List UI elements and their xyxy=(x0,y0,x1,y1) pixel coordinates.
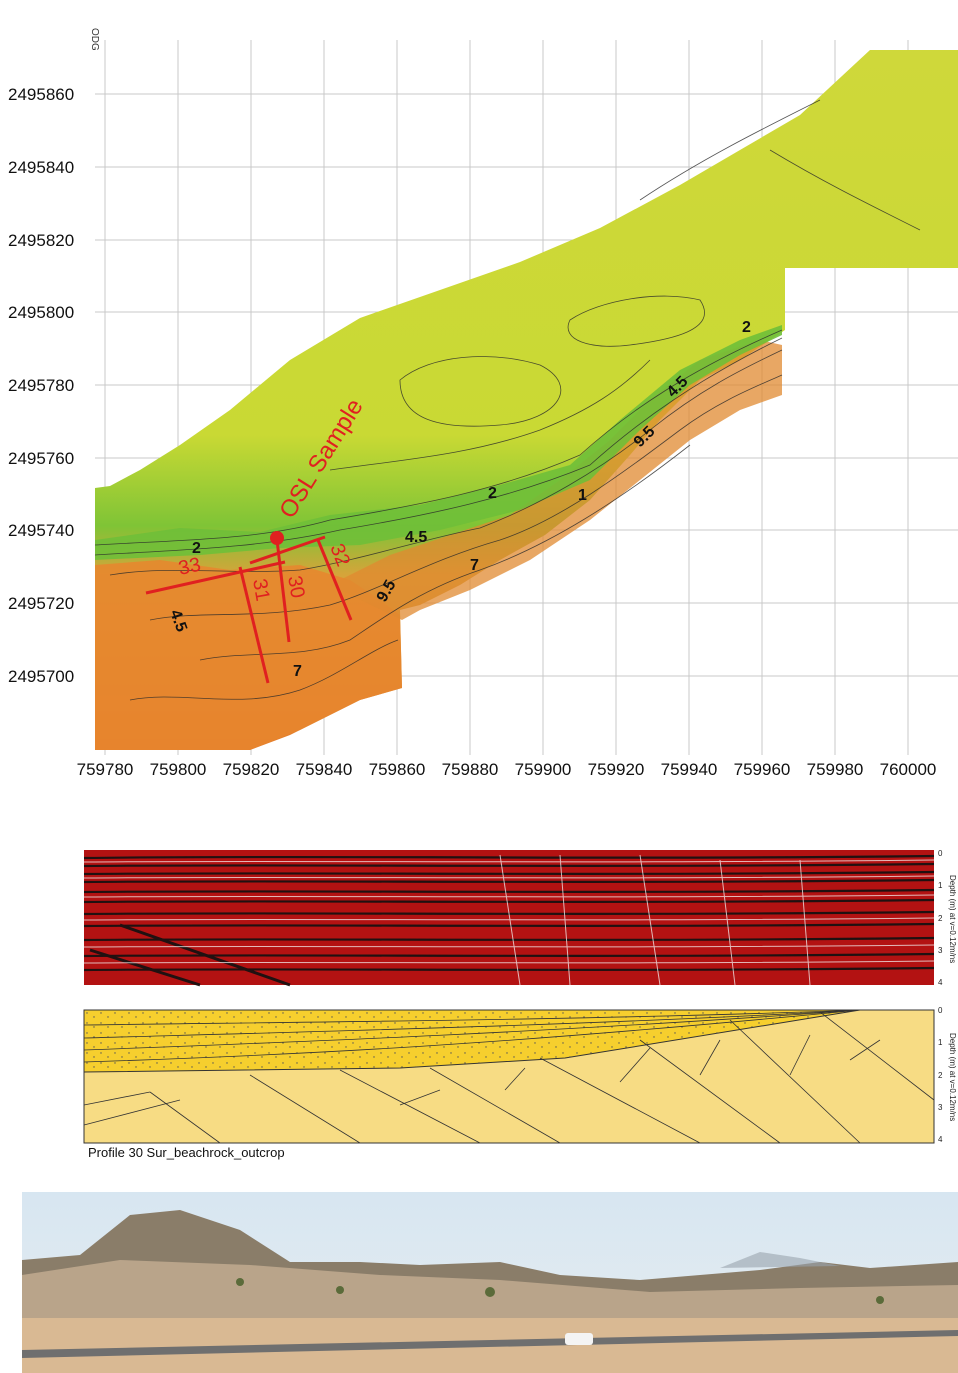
contour-label: 7 xyxy=(470,557,479,574)
profile-line-32 xyxy=(316,539,353,621)
x-tick: 759840 xyxy=(296,760,353,779)
depth-tick: 4 xyxy=(938,1135,943,1144)
profile-line-connector xyxy=(249,535,326,565)
profile-line-31 xyxy=(238,566,270,684)
depth-tick: 1 xyxy=(938,1038,943,1047)
interpretation-depth-axis: 0 1 2 3 4 Depth (m) at v=0.12m/ns xyxy=(938,1006,957,1144)
y-tick: 2495720 xyxy=(8,594,74,613)
depth-tick: 0 xyxy=(938,849,943,858)
contour-label: 4.5 xyxy=(405,529,427,546)
contour-label: 2 xyxy=(742,319,751,336)
radargram-depth-axis: 0 1 2 3 4 Depth (m) at v=0.12m/ns xyxy=(938,849,957,987)
x-tick: 759920 xyxy=(588,760,645,779)
y-axis: 2495860 2495840 2495820 2495800 2495780 … xyxy=(8,85,74,686)
x-tick: 759800 xyxy=(150,760,207,779)
x-tick: 759900 xyxy=(515,760,572,779)
y-tick: 2495740 xyxy=(8,521,74,540)
survey-surface xyxy=(94,50,958,750)
profile-lines xyxy=(145,535,353,684)
depth-tick: 4 xyxy=(938,978,943,987)
contour-label: 7 xyxy=(293,663,302,680)
profile-caption: Profile 30 Sur_beachrock_outcrop xyxy=(88,1145,285,1160)
contour-label: 2 xyxy=(488,485,497,502)
depth-axis-label: Depth (m) at v=0.12m/ns xyxy=(948,1033,957,1121)
contour-label: 4.5 xyxy=(166,608,190,635)
profile-label: 30 xyxy=(283,574,309,600)
radargram-image xyxy=(84,850,934,985)
y-tick: 2495760 xyxy=(8,449,74,468)
depth-tick: 3 xyxy=(938,946,943,955)
interpretation-panel: 0 1 2 3 4 Depth (m) at v=0.12m/ns Profil… xyxy=(83,1006,957,1160)
depth-tick: 2 xyxy=(938,1071,943,1080)
x-tick: 760000 xyxy=(880,760,937,779)
map-panel: ODG xyxy=(8,28,958,779)
x-tick: 759880 xyxy=(442,760,499,779)
outcrop-photo xyxy=(22,1192,958,1373)
y-tick: 2495820 xyxy=(8,231,74,250)
depth-tick: 2 xyxy=(938,914,943,923)
depth-tick: 3 xyxy=(938,1103,943,1112)
profile-label: 33 xyxy=(176,554,202,580)
x-tick: 759780 xyxy=(77,760,134,779)
north-arrow-icon: ODG xyxy=(89,28,100,51)
profile-line-33 xyxy=(145,560,286,595)
depth-tick: 0 xyxy=(938,1006,943,1015)
contour-label: 2 xyxy=(192,540,201,557)
y-tick: 2495800 xyxy=(8,303,74,322)
depth-axis-label: Depth (m) at v=0.12m/ns xyxy=(948,875,957,963)
x-axis: 759780 759800 759820 759840 759860 75988… xyxy=(77,760,937,779)
y-tick: 2495780 xyxy=(8,376,74,395)
y-tick: 2495840 xyxy=(8,158,74,177)
radargram-panel: 0 1 2 3 4 Depth (m) at v=0.12m/ns xyxy=(83,849,957,987)
svg-text:ODG: ODG xyxy=(89,28,100,51)
x-tick: 759980 xyxy=(807,760,864,779)
profile-line-30 xyxy=(275,539,291,643)
x-tick: 759940 xyxy=(661,760,718,779)
y-tick: 2495700 xyxy=(8,667,74,686)
vehicle-icon xyxy=(565,1333,593,1345)
sand-dots xyxy=(84,1010,860,1072)
x-tick: 759960 xyxy=(734,760,791,779)
y-tick: 2495860 xyxy=(8,85,74,104)
x-tick: 759860 xyxy=(369,760,426,779)
x-tick: 759820 xyxy=(223,760,280,779)
profile-label: 31 xyxy=(248,577,274,603)
osl-sample-marker xyxy=(270,531,284,545)
depth-tick: 1 xyxy=(938,881,943,890)
contour-label: 1 xyxy=(578,487,587,504)
